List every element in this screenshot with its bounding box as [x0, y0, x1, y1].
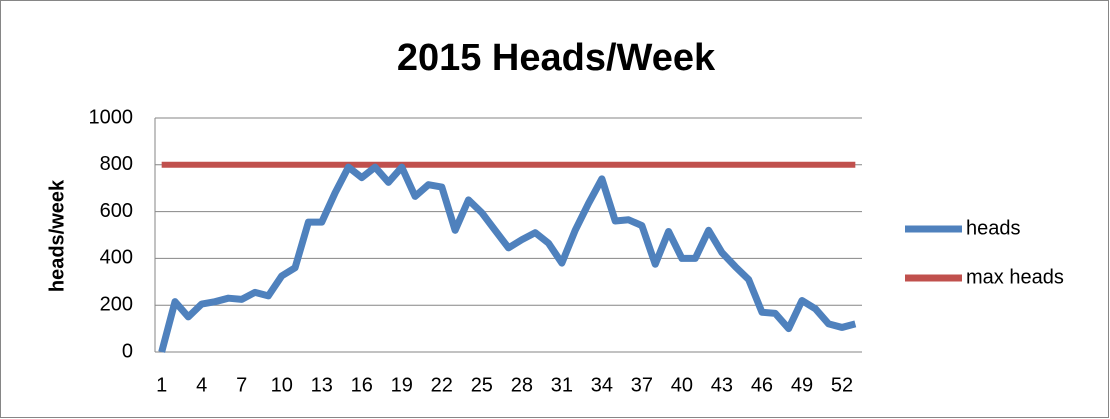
y-tick-label: 800: [100, 153, 133, 175]
series-line: [158, 163, 857, 353]
x-tick-label: 7: [236, 374, 247, 396]
x-tick-label: 25: [471, 374, 493, 396]
x-tick-label: 43: [711, 374, 733, 396]
y-tick-label: 0: [122, 340, 133, 362]
x-tick-label: 1: [156, 374, 167, 396]
x-tick-label: 28: [511, 374, 533, 396]
legend-label: max heads: [966, 266, 1064, 288]
y-tick-label: 1000: [89, 106, 134, 128]
chart-title: 2015 Heads/Week: [397, 37, 716, 79]
x-tick-label: 31: [551, 374, 573, 396]
x-tick-label: 37: [631, 374, 653, 396]
x-tick-label: 19: [391, 374, 413, 396]
legend-label: heads: [966, 217, 1021, 239]
x-tick-label: 52: [831, 374, 853, 396]
y-axis-label: heads/week: [46, 179, 68, 292]
x-tick-label: 34: [591, 374, 613, 396]
y-tick-label: 600: [100, 200, 133, 222]
x-tick-label: 22: [431, 374, 453, 396]
x-tick-label: 13: [311, 374, 333, 396]
x-tick-label: 16: [351, 374, 373, 396]
x-tick-label: 46: [751, 374, 773, 396]
x-tick-label: 10: [271, 374, 293, 396]
y-tick-label: 200: [100, 293, 133, 315]
y-tick-label: 400: [100, 247, 133, 269]
x-tick-label: 4: [196, 374, 207, 396]
x-tick-label: 40: [671, 374, 693, 396]
x-tick-label: 49: [791, 374, 813, 396]
